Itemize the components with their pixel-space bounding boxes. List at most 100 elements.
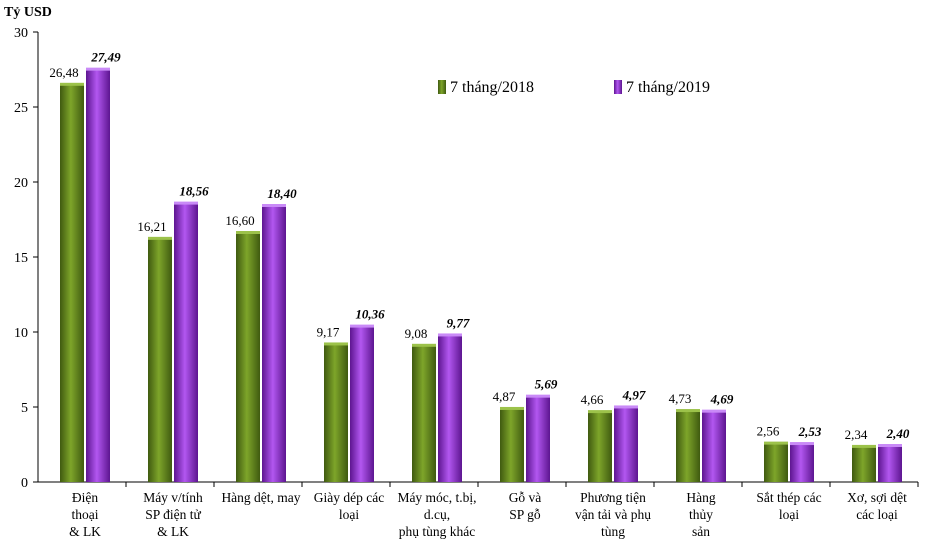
y-axis-unit-label: Tỷ USD bbox=[4, 5, 52, 20]
data-label: 5,69 bbox=[535, 377, 558, 392]
category-label: Xơ, sợi dệt các loại bbox=[847, 490, 907, 522]
data-label: 18,56 bbox=[179, 184, 209, 199]
category-label: Hàng thủy sản bbox=[686, 490, 715, 539]
data-label: 16,60 bbox=[225, 213, 254, 228]
data-label: 4,73 bbox=[669, 391, 692, 406]
category-label: Điện thoại & LK bbox=[69, 490, 101, 539]
bar-top-highlight bbox=[790, 442, 814, 446]
bar-2018 bbox=[236, 233, 260, 482]
bar-top-highlight bbox=[852, 444, 876, 448]
bar-top-highlight bbox=[878, 444, 902, 447]
category-label-line: Máy v/tính bbox=[143, 490, 203, 505]
category-label-line: thủy bbox=[689, 507, 713, 522]
data-label: 9,17 bbox=[317, 324, 340, 339]
bar-2018 bbox=[676, 411, 700, 482]
category-label-line: Máy móc, t.bị, bbox=[397, 490, 476, 505]
data-label: 18,40 bbox=[267, 186, 297, 201]
category-label-line: Phương tiện bbox=[580, 490, 646, 505]
bars bbox=[60, 67, 902, 483]
data-label: 4,66 bbox=[581, 392, 604, 407]
category-label-line: & LK bbox=[69, 524, 101, 539]
bar-2018 bbox=[588, 412, 612, 482]
category-label-line: Giày dép các bbox=[314, 490, 384, 505]
data-label: 10,36 bbox=[355, 307, 385, 322]
y-tick-label: 10 bbox=[14, 326, 28, 341]
y-tick-label: 25 bbox=[14, 101, 28, 116]
category-label-line: Điện bbox=[72, 490, 98, 505]
bar-2019 bbox=[790, 444, 814, 482]
bar-2019 bbox=[174, 203, 198, 482]
category-label-line: Sắt thép các bbox=[756, 490, 821, 505]
bar-top-highlight bbox=[262, 204, 286, 207]
category-label-line: SP điện tử bbox=[145, 507, 201, 522]
category-label: Phương tiện vận tải và phụ tùng bbox=[575, 490, 651, 539]
category-label-line: tùng bbox=[601, 524, 625, 539]
data-label: 4,87 bbox=[493, 389, 516, 404]
category-label-line: loại bbox=[339, 507, 359, 522]
category-label-line: SP gỗ bbox=[509, 507, 541, 522]
data-label: 4,69 bbox=[710, 392, 734, 407]
bar-top-highlight bbox=[148, 236, 172, 240]
category-label-line: & LK bbox=[157, 524, 189, 539]
category-label: Giày dép các loại bbox=[314, 490, 384, 522]
bar-top-highlight bbox=[412, 343, 436, 347]
bar-top-highlight bbox=[614, 405, 638, 409]
data-label: 2,53 bbox=[798, 424, 822, 439]
bar-2018 bbox=[764, 443, 788, 482]
data-label: 27,49 bbox=[90, 50, 121, 65]
bar-2018 bbox=[60, 84, 84, 483]
data-label: 26,48 bbox=[49, 65, 78, 80]
y-tick-label: 5 bbox=[21, 401, 28, 416]
category-label: Gỗ và SP gỗ bbox=[509, 490, 542, 522]
category-label-line: Xơ, sợi dệt bbox=[847, 490, 907, 505]
legend: 7 tháng/2018 7 tháng/2019 bbox=[438, 79, 710, 96]
bar-top-highlight bbox=[236, 231, 260, 234]
legend-swatch-2019 bbox=[614, 80, 622, 94]
legend-label-2018: 7 tháng/2018 bbox=[450, 79, 534, 96]
bar-2019 bbox=[878, 446, 902, 482]
data-label: 4,97 bbox=[622, 387, 646, 402]
bar-top-highlight bbox=[324, 342, 348, 346]
bar-2018 bbox=[500, 408, 524, 482]
category-label: Máy v/tính SP điện tử & LK bbox=[143, 490, 203, 539]
data-label: 2,34 bbox=[845, 427, 868, 442]
data-label: 9,77 bbox=[447, 315, 470, 330]
category-label-line: sản bbox=[692, 524, 710, 539]
bar-top-highlight bbox=[174, 201, 198, 205]
bar-2019 bbox=[86, 69, 110, 483]
bar-top-highlight bbox=[764, 441, 788, 445]
category-label-line: loại bbox=[779, 507, 799, 522]
bar-top-highlight bbox=[60, 82, 84, 86]
y-tick-label: 0 bbox=[21, 476, 28, 491]
category-label-line: phụ tùng khác bbox=[399, 524, 476, 539]
bar-2018 bbox=[852, 446, 876, 482]
bar-2019 bbox=[262, 206, 286, 482]
category-label-line: Hàng bbox=[686, 490, 715, 505]
bar-2018 bbox=[412, 345, 436, 482]
legend-swatch-2018 bbox=[438, 80, 446, 94]
y-tick-label: 20 bbox=[14, 176, 28, 191]
bar-top-highlight bbox=[588, 410, 612, 414]
category-label-line: thoại bbox=[72, 507, 99, 522]
bar-top-highlight bbox=[702, 409, 726, 413]
legend-label-2019: 7 tháng/2019 bbox=[626, 79, 710, 96]
category-label-line: Hàng dệt, may bbox=[221, 490, 300, 505]
bar-2019 bbox=[350, 326, 374, 482]
bar-2019 bbox=[702, 411, 726, 482]
category-label: Máy móc, t.bị, d.cụ, phụ tùng khác bbox=[397, 490, 476, 539]
category-label-line: vận tải và phụ bbox=[575, 507, 651, 522]
data-label: 9,08 bbox=[405, 326, 428, 341]
category-labels: Điện thoại & LK Máy v/tính SP điện tử & LK Hàn… bbox=[69, 490, 907, 539]
category-label-line: các loại bbox=[856, 507, 898, 522]
bar-top-highlight bbox=[526, 394, 550, 398]
data-label: 2,56 bbox=[757, 424, 780, 439]
bar-2019 bbox=[614, 407, 638, 482]
bar-2019 bbox=[526, 396, 550, 482]
bar-top-highlight bbox=[86, 67, 110, 71]
category-label: Hàng dệt, may bbox=[221, 490, 300, 505]
y-tick-label: 15 bbox=[14, 251, 28, 266]
data-labels: 26,48 27,49 16,21 18,56 16,60 18,40 9,17 10,36 9… bbox=[49, 50, 910, 442]
y-tick-label: 30 bbox=[14, 26, 28, 41]
bar-top-highlight bbox=[500, 406, 524, 410]
